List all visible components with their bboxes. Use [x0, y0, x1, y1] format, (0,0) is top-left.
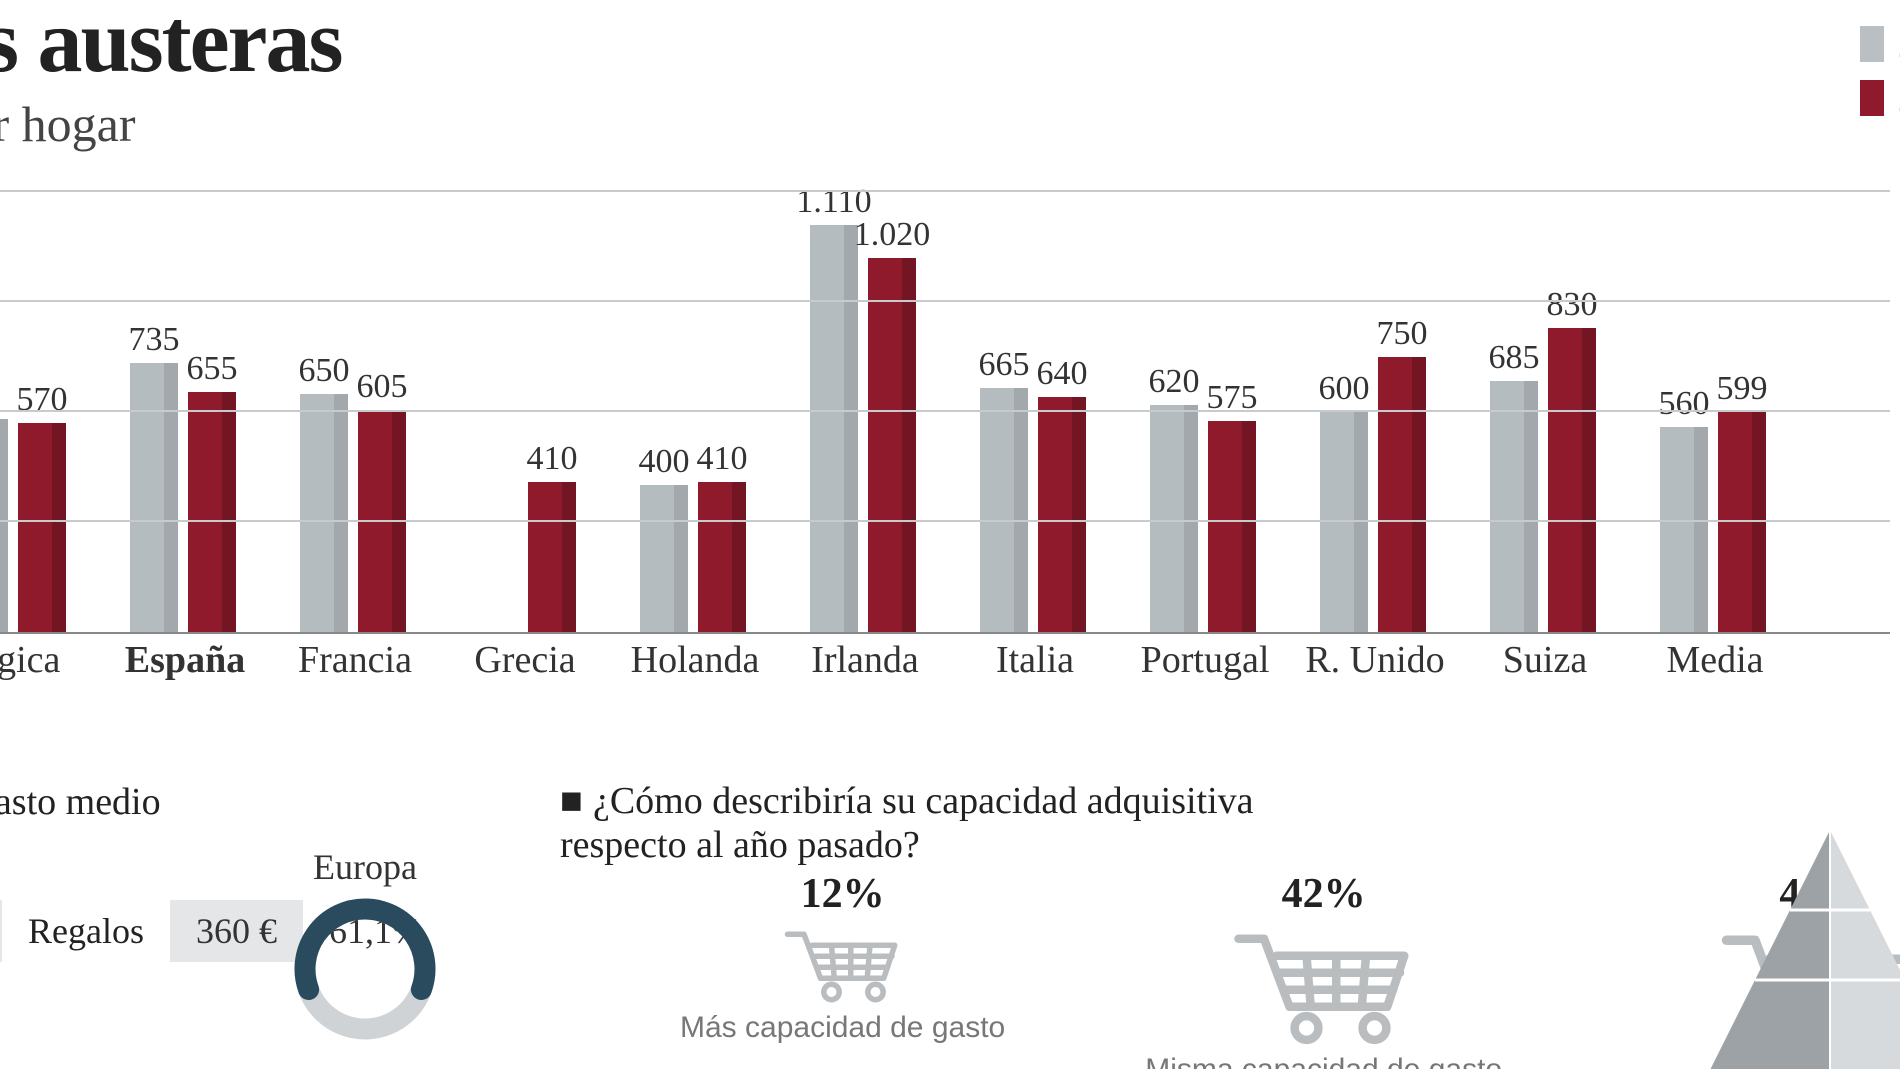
legend-item-year2: 20 [1860, 74, 1900, 122]
x-axis-label: Irlanda [780, 638, 950, 682]
gauge-label: Europa [290, 846, 440, 888]
bar-year2 [1718, 412, 1766, 632]
pyramid-graphic [1700, 820, 1900, 1069]
shopping-cart-icon [782, 926, 903, 1003]
x-axis-label: Italia [950, 638, 1120, 682]
cart-percentage: 42% [1145, 870, 1502, 918]
cart-caption: Misma capacidad de gasto [1145, 1053, 1502, 1069]
legend-swatch-year1 [1860, 26, 1884, 62]
bar-year1 [1660, 427, 1708, 632]
legend-swatch-year2 [1860, 80, 1884, 116]
bar-value-year2: 570 [2, 381, 82, 423]
x-axis-label: R. Unido [1290, 638, 1460, 682]
capacity-cart-item: 12% Más capacidad de gasto [680, 870, 1005, 1069]
bar-year1 [1320, 412, 1368, 632]
x-axis-label: Media [1630, 638, 1800, 682]
x-axis-label: Francia [270, 638, 440, 682]
bar-year2 [1378, 357, 1426, 632]
chart-gridline [0, 190, 1890, 192]
page-title: stas austeras [0, 0, 342, 93]
capacity-cart-item: 42% Misma capacidad de gasto [1145, 870, 1502, 1069]
table-cell-amount: 360 € [170, 900, 303, 962]
legend-item-year1: 20 [1860, 20, 1900, 68]
bar-year2 [528, 482, 576, 632]
bar-value-year2: 575 [1192, 379, 1272, 421]
bar-value-year1: 685 [1474, 339, 1554, 381]
bar-year2 [868, 258, 916, 632]
bar-value-year2: 655 [172, 350, 252, 392]
bar-value-year2: 605 [342, 368, 422, 410]
page-subtitle: ño por hogar [0, 95, 136, 153]
x-axis-label: élgica [0, 638, 100, 682]
bar-year1 [300, 394, 348, 632]
chart-x-axis: élgicaEspañaFranciaGreciaHolandaIrlandaI… [0, 638, 1890, 688]
bar-value-year2: 640 [1022, 355, 1102, 397]
bar-year2 [1038, 397, 1086, 632]
x-axis-label: Holanda [610, 638, 780, 682]
bar-year2 [698, 482, 746, 632]
bar-value-year2: 410 [512, 440, 592, 482]
x-axis-label: España [100, 638, 270, 682]
spending-bar-chart: 805707356556506054104004101.1101.0206656… [0, 190, 1890, 740]
x-axis-label: Portugal [1120, 638, 1290, 682]
chart-gridline [0, 410, 1890, 412]
bar-value-year2: 750 [1362, 315, 1442, 357]
bar-year1 [980, 388, 1028, 632]
bar-year1 [810, 225, 858, 632]
section-heading-left: del gasto medio [0, 780, 161, 824]
chart-gridline [0, 300, 1890, 302]
table-cell-label: Regalos [2, 900, 170, 962]
europe-gauge: Europa [290, 846, 440, 1049]
bar-value-year2: 410 [682, 440, 762, 482]
chart-legend: 20 20 [1860, 20, 1900, 128]
bar-year1 [0, 419, 8, 632]
bar-value-year1: 600 [1304, 370, 1384, 412]
cart-caption: Más capacidad de gasto [680, 1011, 1005, 1045]
bar-value-year2: 1.020 [852, 216, 932, 258]
infographic-canvas: stas austeras ño por hogar 20 20 8057073… [0, 0, 1900, 1069]
bar-year2 [18, 423, 66, 632]
bar-year1 [130, 363, 178, 633]
bar-year2 [1208, 421, 1256, 632]
gauge-icon [290, 894, 440, 1044]
section-heading-right: ■¿Cómo describiría su capacidad adquisit… [560, 780, 1320, 867]
bar-year2 [188, 392, 236, 632]
x-axis-label: Grecia [440, 638, 610, 682]
cart-percentage: 12% [680, 870, 1005, 918]
bar-year2 [1548, 328, 1596, 632]
bar-year1 [1490, 381, 1538, 632]
bar-year1 [1150, 405, 1198, 632]
x-axis-label: Suiza [1460, 638, 1630, 682]
bar-value-year2: 599 [1702, 370, 1782, 412]
shopping-cart-icon [1230, 926, 1417, 1045]
chart-plot-area: 805707356556506054104004101.1101.0206656… [0, 190, 1890, 634]
chart-bars-layer: 805707356556506054104004101.1101.0206656… [0, 192, 1890, 632]
bar-year1 [640, 485, 688, 632]
bar-value-year2: 830 [1532, 286, 1612, 328]
chart-gridline [0, 520, 1890, 522]
